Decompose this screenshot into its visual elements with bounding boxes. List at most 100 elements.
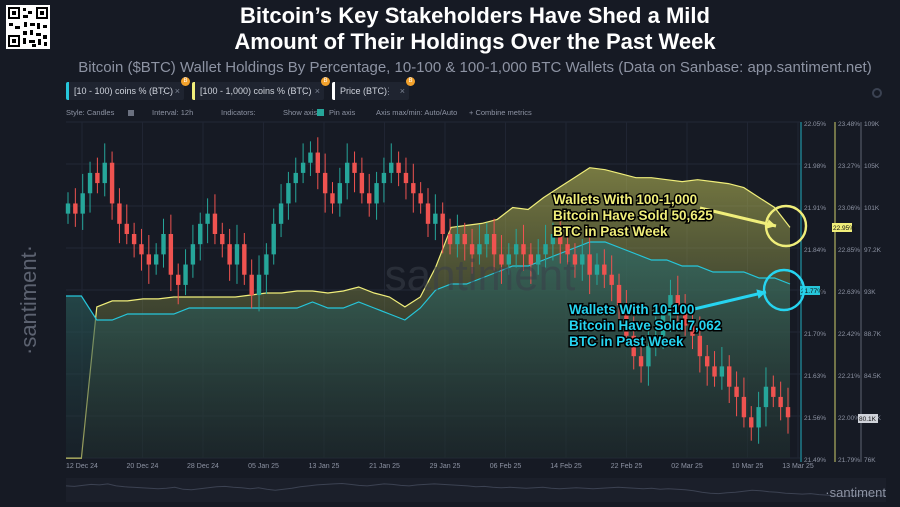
y-tick-label: 22.05%	[804, 121, 826, 128]
y-tick-label: 109K	[864, 121, 880, 128]
candle-body	[704, 356, 710, 367]
candle-body	[131, 234, 137, 245]
current-value-tag: 80.1K	[859, 416, 877, 423]
candle-body	[565, 244, 570, 255]
menu-icon[interactable]: ⋮	[159, 86, 168, 96]
candle-body	[300, 162, 306, 173]
y-tick-label: 21.79%	[838, 457, 860, 464]
title-line-2: Amount of Their Holdings Over the Past W…	[234, 29, 716, 54]
bitcoin-badge-icon: B	[181, 77, 190, 86]
show-axis-toggle[interactable]: Show axis	[283, 108, 318, 117]
x-tick-label: 12 Dec 24	[66, 463, 98, 470]
candle-body	[344, 162, 350, 184]
x-axis: 12 Dec 24 20 Dec 24 28 Dec 24 05 Jan 25 13 J…	[66, 463, 814, 470]
candle-body	[616, 284, 622, 306]
candle-body	[580, 254, 585, 265]
settings-icon[interactable]	[872, 88, 882, 98]
candle-body	[697, 335, 703, 357]
candle-body	[65, 203, 71, 214]
candle-body	[660, 315, 666, 336]
y-tick-label: 23.27%	[838, 163, 860, 170]
metric-pill-small-wallets[interactable]: [10 - 100) coins % (BTC) ⋮ × B	[66, 77, 190, 100]
y-tick-label: 101K	[864, 205, 880, 212]
candle-body	[337, 183, 343, 204]
current-value-tag-bg	[800, 286, 820, 295]
x-tick-label: 05 Jan 25	[248, 463, 279, 470]
color-swatch[interactable]	[128, 110, 134, 116]
current-value-tag-bg	[832, 223, 852, 232]
indicators-select[interactable]: Indicators:	[221, 108, 256, 117]
metric-pill-label: Price (BTC)	[340, 86, 387, 96]
candle-body	[719, 366, 725, 377]
axis-maxmin-select[interactable]: Axis max/min: Auto/Auto	[376, 108, 458, 117]
candle-body	[352, 162, 357, 173]
annotation-arrow	[689, 290, 767, 312]
menu-icon[interactable]: ⋮	[299, 86, 308, 96]
chart-subtitle: Bitcoin ($BTC) Wallet Holdings By Percen…	[78, 59, 872, 76]
candle-body	[587, 254, 592, 275]
metric-pill-price[interactable]: Price (BTC) ⋮ × B	[332, 77, 415, 100]
candle-body	[359, 172, 365, 194]
price-candles	[65, 137, 791, 444]
x-tick-label: 22 Feb 25	[611, 463, 643, 470]
y-tick-label: 21.63%	[804, 373, 826, 380]
candle-body	[785, 407, 791, 418]
bitcoin-badge-icon: B	[321, 77, 330, 86]
chart-navigator[interactable]	[65, 478, 887, 502]
candle-body	[315, 152, 320, 173]
style-select[interactable]: Style: Candles	[66, 108, 115, 117]
metric-pill-large-wallets[interactable]: [100 - 1,000) coins % (BTC) ⋮ × B	[192, 77, 330, 100]
candle-body	[176, 274, 181, 285]
candle-body	[264, 254, 269, 275]
candle-body	[227, 244, 232, 265]
candle-body	[477, 244, 482, 255]
annotation-circle	[762, 268, 806, 312]
candle-body	[638, 356, 644, 367]
candle-body	[124, 223, 129, 234]
annotation-arrowhead	[766, 219, 776, 229]
pin-axis-toggle[interactable]: Pin axis	[329, 108, 356, 117]
combine-metrics-button[interactable]: + Combine metrics	[469, 108, 532, 117]
annotation-text-line: BTC in Past Week	[553, 224, 668, 239]
candle-body	[286, 183, 291, 204]
candle-body	[778, 396, 783, 408]
menu-icon[interactable]: ⋮	[384, 86, 393, 96]
candle-body	[455, 234, 460, 245]
watermark: santiment	[385, 251, 576, 300]
candle-body	[712, 366, 717, 377]
candle-body	[602, 264, 607, 275]
candle-body	[433, 213, 438, 224]
annotation-text-line: Bitcoin Have Sold 50,625	[553, 208, 713, 223]
candle-body	[87, 172, 93, 194]
candle-body	[389, 162, 394, 173]
y-tick-label: 22.42%	[838, 331, 860, 338]
brand-text: ·santiment·	[16, 245, 41, 355]
candle-body	[256, 274, 262, 296]
candle-body	[425, 203, 431, 224]
interval-select[interactable]: Interval: 12h	[152, 108, 194, 117]
close-icon[interactable]: ×	[174, 86, 180, 96]
current-value-tag: 21.77%	[801, 288, 823, 295]
santiment-vertical-logo: ·santiment·	[14, 180, 44, 355]
qr-code	[6, 5, 50, 49]
candle-body	[558, 234, 563, 245]
close-icon[interactable]: ×	[314, 86, 320, 96]
candle-body	[499, 254, 504, 265]
candle-body	[271, 223, 276, 255]
candle-body	[646, 346, 651, 367]
candle-body	[550, 234, 556, 245]
close-icon[interactable]: ×	[399, 86, 405, 96]
show-axis-checkbox[interactable]	[317, 109, 324, 116]
candle-body	[543, 244, 548, 255]
x-tick-label: 20 Dec 24	[127, 463, 159, 470]
candle-body	[536, 254, 541, 265]
y-tick-label: 21.84%	[804, 247, 826, 254]
candle-body	[682, 305, 688, 326]
y-tick-label: 93K	[864, 289, 876, 296]
x-tick-label: 13 Jan 25	[309, 463, 340, 470]
qr-code-icon	[8, 7, 48, 47]
candle-body	[205, 213, 210, 224]
candle-body	[668, 295, 673, 316]
candle-body	[139, 244, 144, 255]
